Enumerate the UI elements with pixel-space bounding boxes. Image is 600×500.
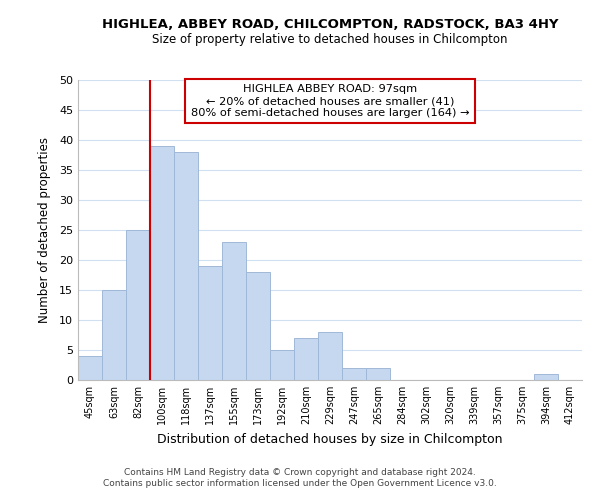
Bar [270,350,294,380]
Bar [246,272,270,380]
Bar [78,356,102,380]
Bar [222,242,246,380]
Bar [366,368,390,380]
Text: HIGHLEA, ABBEY ROAD, CHILCOMPTON, RADSTOCK, BA3 4HY: HIGHLEA, ABBEY ROAD, CHILCOMPTON, RADSTO… [102,18,558,30]
Text: HIGHLEA ABBEY ROAD: 97sqm
← 20% of detached houses are smaller (41)
80% of semi-: HIGHLEA ABBEY ROAD: 97sqm ← 20% of detac… [191,84,469,117]
X-axis label: Distribution of detached houses by size in Chilcompton: Distribution of detached houses by size … [157,432,503,446]
Text: Contains HM Land Registry data © Crown copyright and database right 2024.
Contai: Contains HM Land Registry data © Crown c… [103,468,497,487]
Bar [126,230,150,380]
Bar [102,290,126,380]
Bar [342,368,366,380]
Text: Size of property relative to detached houses in Chilcompton: Size of property relative to detached ho… [152,32,508,46]
Bar [534,374,558,380]
Bar [294,338,318,380]
Bar [318,332,342,380]
Bar [198,266,222,380]
Y-axis label: Number of detached properties: Number of detached properties [38,137,50,323]
Bar [174,152,198,380]
Bar [150,146,174,380]
